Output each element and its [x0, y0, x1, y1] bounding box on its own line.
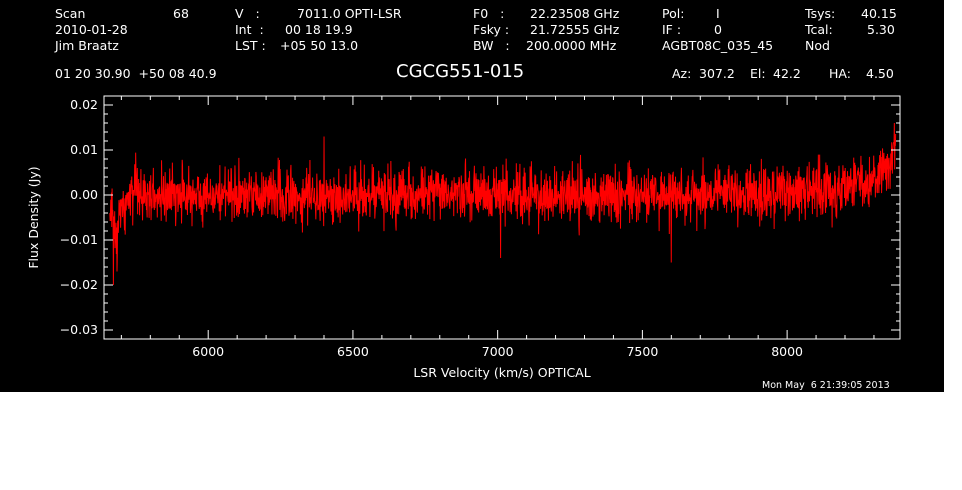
- tsys-label: Tsys:: [805, 6, 836, 21]
- x-tick-label: 7500: [626, 344, 658, 359]
- bw-value: 200.0000 MHz: [526, 38, 617, 53]
- scan-value: 68: [173, 6, 189, 21]
- f0-value: 22.23508 GHz: [530, 6, 620, 21]
- spectrum-trace-group: [109, 122, 897, 286]
- x-axis-label: LSR Velocity (km/s) OPTICAL: [413, 365, 590, 380]
- y-tick-label: 0.02: [70, 97, 98, 112]
- az-value: 307.2: [699, 66, 735, 81]
- axis-ticks: 6000 6500 7000 7500 8000 −0.03 −0.02 −0.01 0.00 0…: [60, 95, 900, 359]
- spectrum-chart: 6000 6500 7000 7500 8000 −0.03 −0.02 −0.01 0.00 0…: [26, 95, 901, 380]
- lst-value: +05 50 13.0: [280, 38, 359, 53]
- y-tick-label: −0.03: [60, 322, 98, 337]
- fsky-label: Fsky :: [473, 22, 510, 37]
- el-label: El:: [750, 66, 766, 81]
- az-label: Az:: [672, 66, 692, 81]
- int-value: 00 18 19.9: [285, 22, 353, 37]
- bw-label: BW :: [473, 38, 510, 53]
- el-value: 42.2: [773, 66, 801, 81]
- ha-value: 4.50: [866, 66, 894, 81]
- obs-mode: Nod: [805, 38, 830, 53]
- pol-label: Pol:: [662, 6, 685, 21]
- y-tick-label: −0.01: [60, 232, 98, 247]
- x-tick-label: 6500: [337, 344, 369, 359]
- fsky-value: 21.72555 GHz: [530, 22, 620, 37]
- ha-label: HA:: [829, 66, 851, 81]
- x-tick-label: 7000: [482, 344, 514, 359]
- observer-name: Jim Braatz: [55, 38, 119, 53]
- obs-date: 2010-01-28: [55, 22, 128, 37]
- source-title: CGCG551-015: [396, 61, 525, 82]
- velocity-label: V :: [235, 6, 260, 21]
- tcal-label: Tcal:: [805, 22, 833, 37]
- render-timestamp: Mon May 6 21:39:05 2013: [762, 380, 890, 391]
- int-label: Int :: [235, 22, 264, 37]
- y-axis-label: Flux Density (Jy): [26, 166, 41, 268]
- x-tick-label: 8000: [771, 344, 803, 359]
- if-value: 0: [714, 22, 722, 37]
- if-label: IF :: [662, 22, 682, 37]
- lst-label: LST :: [235, 38, 266, 53]
- y-tick-label: 0.01: [70, 142, 98, 157]
- tcal-value: 5.30: [867, 22, 895, 37]
- spectrum-line: [109, 122, 897, 286]
- tsys-value: 40.15: [861, 6, 897, 21]
- ra-dec-coords: 01 20 30.90 +50 08 40.9: [55, 66, 217, 81]
- y-tick-label: 0.00: [70, 187, 98, 202]
- x-tick-label: 6000: [192, 344, 224, 359]
- pol-value: I: [716, 6, 720, 21]
- project-id: AGBT08C_035_45: [662, 38, 774, 53]
- f0-label: F0 :: [473, 6, 505, 21]
- scan-label: Scan: [55, 6, 86, 21]
- plot-frame: [103, 95, 901, 340]
- y-tick-label: −0.02: [60, 277, 98, 292]
- velocity-value: 7011.0 OPTI-LSR: [297, 6, 402, 21]
